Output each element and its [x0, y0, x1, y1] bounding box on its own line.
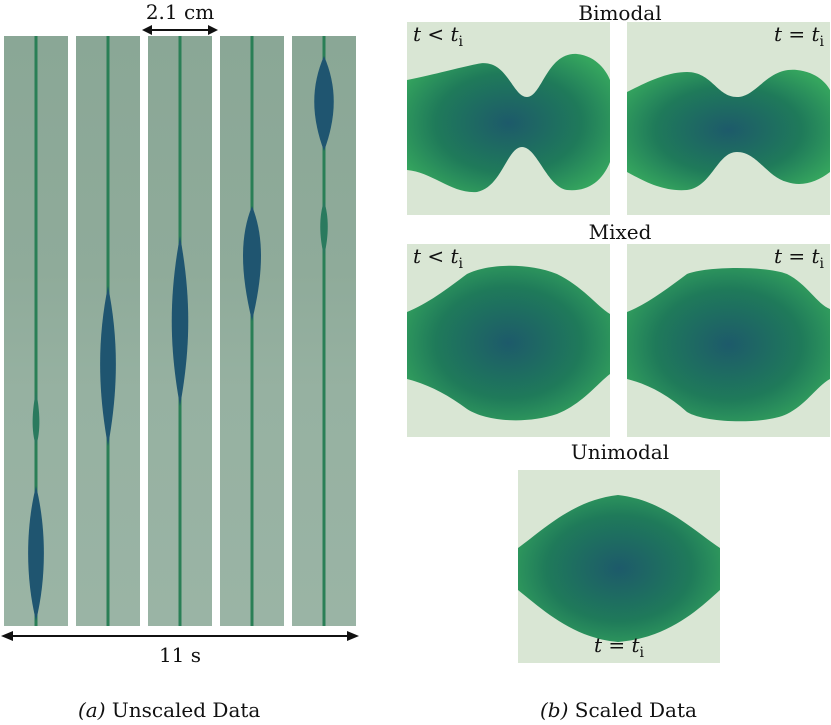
mixed-before-panel: t < ti	[407, 244, 610, 437]
caption-b: (b) Scaled Data	[540, 698, 697, 722]
bimodal-equal-image	[627, 69, 830, 191]
caption-a: (a) Unscaled Data	[78, 698, 260, 722]
label-t-before-1: t < ti	[413, 22, 464, 50]
caption-a-text: Unscaled Data	[111, 698, 261, 722]
heading-mixed: Mixed	[588, 220, 652, 244]
label-t-equal-1: t = ti	[773, 22, 824, 50]
strip-5-image	[314, 36, 334, 626]
strip-1-image	[28, 36, 44, 626]
strip-2-image	[100, 36, 116, 626]
label-t-equal-3: t = ti	[593, 633, 645, 661]
heading-bimodal: Bimodal	[578, 1, 662, 25]
strip-4	[220, 36, 284, 626]
mixed-equal-image	[627, 268, 830, 422]
heading-unimodal: Unimodal	[570, 440, 670, 464]
time-label: 11 s	[158, 643, 202, 667]
mixed-equal-panel: t = ti	[627, 244, 830, 437]
mixed-before-image	[407, 265, 610, 421]
bimodal-before-image	[407, 53, 610, 193]
label-t-equal-2: t = ti	[773, 244, 824, 272]
scale-bar-label: 2.1 cm	[145, 0, 215, 24]
caption-a-letter: (a)	[78, 698, 106, 722]
strip-3	[148, 36, 212, 626]
bimodal-before-panel: t < ti	[407, 22, 610, 215]
strip-3-image	[171, 36, 189, 626]
strip-2	[76, 36, 140, 626]
strip-4-image	[243, 36, 261, 626]
label-t-before-2: t < ti	[413, 244, 464, 272]
scale-bar-arrow	[142, 25, 218, 35]
caption-b-text: Scaled Data	[574, 698, 697, 722]
unimodal-equal-panel: t = ti	[518, 470, 720, 663]
strip-5	[292, 36, 356, 626]
bimodal-equal-panel: t = ti	[627, 22, 830, 215]
time-arrow	[1, 631, 359, 641]
strip-1	[4, 36, 68, 626]
caption-b-letter: (b)	[540, 698, 569, 722]
unimodal-equal-image	[518, 495, 720, 642]
